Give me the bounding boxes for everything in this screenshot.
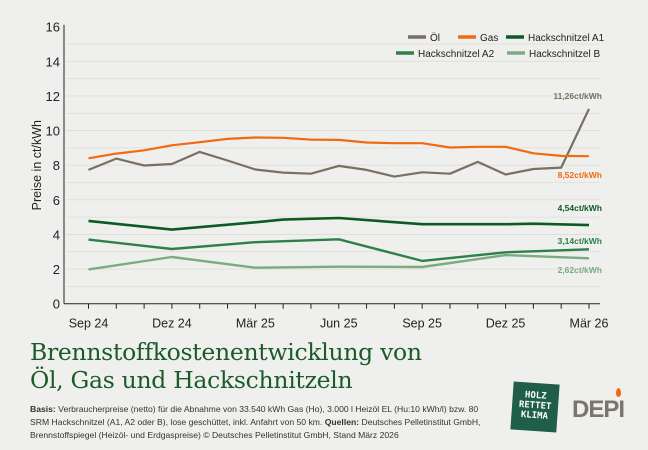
series-line-hackschnitzel-a2 [88,238,590,263]
x-tick-label: Sep 24 [69,317,109,331]
series-line-öl [88,108,590,178]
x-tick-label: Dez 25 [486,317,526,331]
end-value-label: 8,52ct/kWh [558,170,602,180]
legend-label: Gas [480,33,498,44]
end-value-label: 4,54ct/kWh [558,203,602,213]
legend-label: Öl [430,32,440,44]
y-tick-label: 16 [46,20,60,35]
legend-label: Hackschnitzel B [529,49,600,60]
end-value-label: 11,26ct/kWh [553,91,602,101]
y-tick-label: 10 [46,124,60,139]
legend-label: Hackschnitzel A1 [528,33,605,44]
y-tick-label: 14 [46,54,60,69]
holz-rettet-klima-logo: HOLZ RETTET KLIMA [510,381,560,433]
x-tick-label: Jun 25 [320,317,358,331]
x-tick-label: Mär 25 [236,317,275,331]
y-tick-label: 8 [53,158,60,173]
line-chart: 0 2 4 6 8 10 12 14 16 Sep 24 Dez 24 Mär 25 Jun 25 Sep… [30,20,609,331]
source-note: Basis: Verbraucherpreise (netto) für die… [30,404,481,440]
x-tick-label: Mär 26 [570,317,609,331]
series-line-gas [88,136,590,160]
depi-logo: DEPI [572,396,625,423]
legend-label: Hackschnitzel A2 [418,49,495,60]
chart-title: Brennstoffkostenentwicklung von Öl, Gas u… [30,338,422,394]
y-tick-label: 4 [53,227,60,242]
y-tick-label: 0 [53,297,60,312]
series-line-hackschnitzel-b [88,253,590,271]
end-value-label: 2,62ct/kWh [558,265,602,275]
y-axis-label: Preise in ct/kWh [30,120,44,210]
end-value-label: 3,14ct/kWh [558,236,602,246]
x-tick-label: Dez 24 [152,317,192,331]
y-tick-label: 2 [53,262,60,277]
series-line-hackschnitzel-a1 [88,216,590,231]
y-tick-label: 12 [46,89,60,104]
y-tick-label: 6 [53,193,60,208]
flame-icon [616,388,621,397]
x-tick-label: Sep 25 [402,317,442,331]
